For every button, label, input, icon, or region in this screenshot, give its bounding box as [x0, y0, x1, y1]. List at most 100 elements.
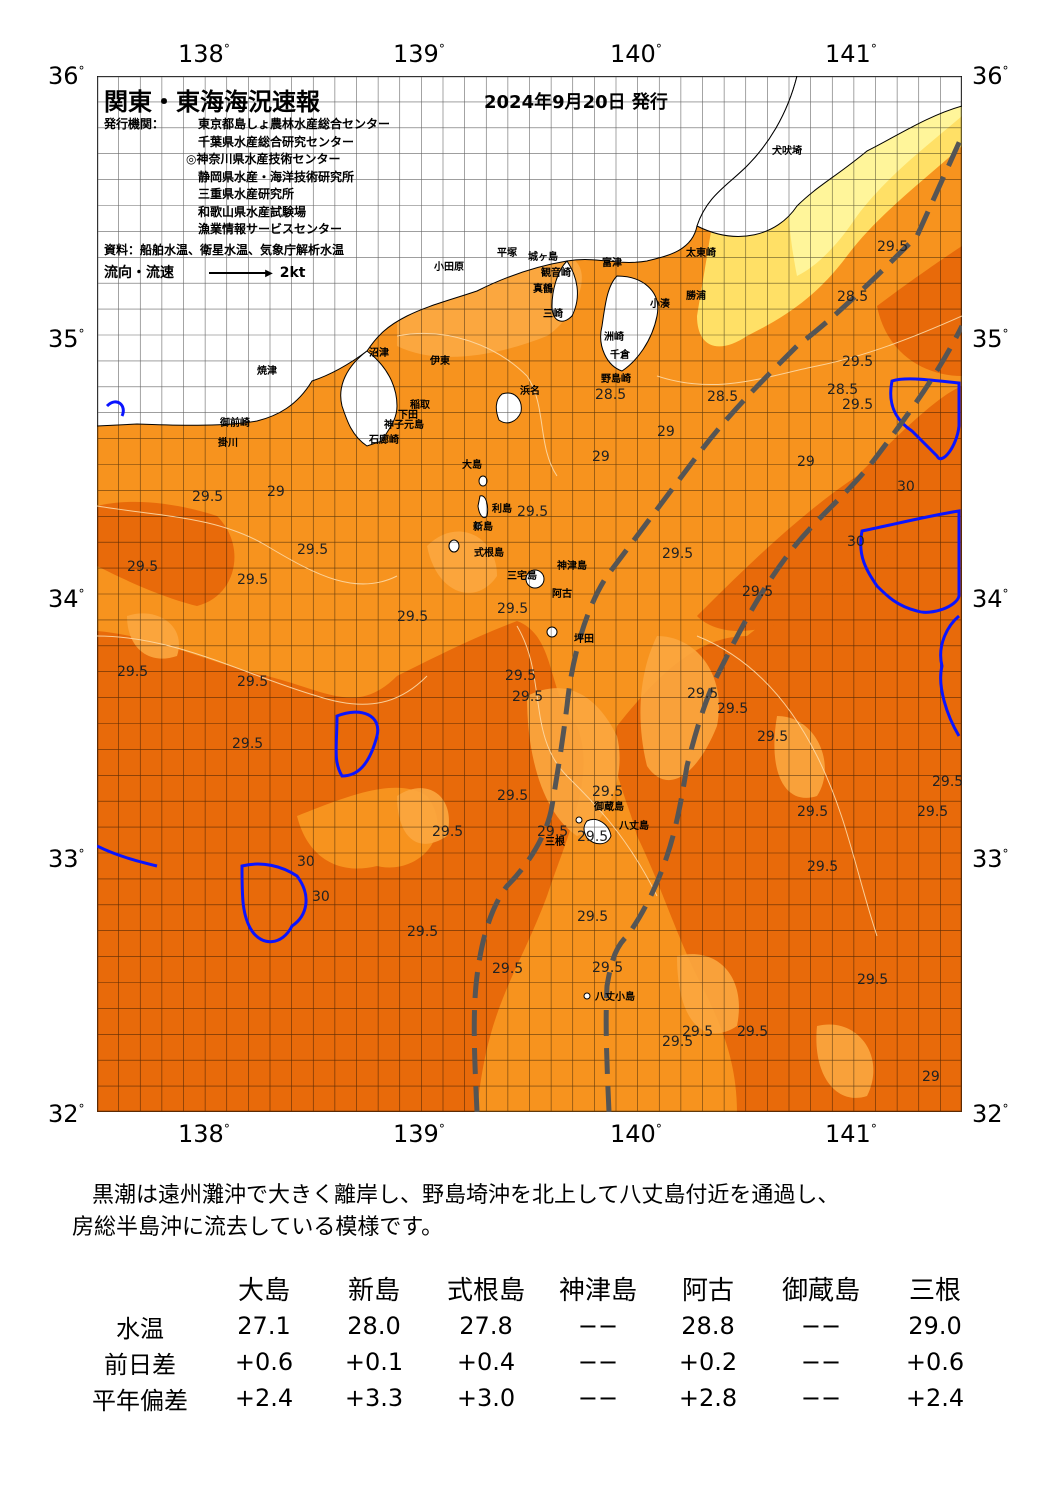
- table-cell: +0.2: [678, 1348, 738, 1376]
- lat-label-right-32: 32°: [972, 1100, 1009, 1128]
- station-header: 三根: [908, 1275, 961, 1306]
- contour-label: 29: [797, 454, 815, 470]
- place-hiratsuka: 平塚: [497, 248, 517, 259]
- place-inatori: 稲取: [410, 400, 430, 411]
- island-shikinejima: [474, 522, 482, 530]
- issuer-1: 東京都島しょ農林水産総合センター: [198, 117, 391, 131]
- flow-legend-label: 流向・流速: [104, 265, 174, 281]
- table-cell: +0.4: [456, 1348, 516, 1376]
- row-label: 平年偏差: [92, 1386, 188, 1415]
- contour-label: 29.5: [397, 609, 428, 625]
- table-cell: −−: [577, 1312, 619, 1340]
- table-row: 水温 27.1 28.0 27.8 −− 28.8 −− 29.0: [70, 1308, 990, 1344]
- lat-label-right-34: 34°: [972, 585, 1009, 613]
- contour-label: 29.5: [512, 689, 543, 705]
- contour-label: 29.5: [662, 1034, 693, 1050]
- issue-date: 2024年9月20日 発行: [484, 92, 668, 113]
- place-futtsu: 富津: [602, 258, 622, 269]
- issuer-4: 静岡県水産・海洋技術研究所: [198, 169, 355, 184]
- place-kakegawa: 掛川: [218, 438, 238, 449]
- lon-label-top-138: 138°: [178, 40, 230, 68]
- contour-label: 29: [592, 449, 610, 465]
- lat-label-right-36: 36°: [972, 62, 1009, 90]
- table-cell: +3.0: [456, 1384, 516, 1412]
- lat-label-left-36: 36°: [48, 62, 85, 90]
- contour-label: 29.5: [842, 397, 873, 413]
- station-header: 新島: [347, 1275, 400, 1306]
- place-hamana: 浜名: [520, 386, 540, 397]
- issuer-3: ◎神奈川県水産技術センター: [186, 152, 341, 166]
- graticule: [97, 76, 962, 1112]
- contour-label: 29.5: [297, 542, 328, 558]
- lon-label-top-141: 141°: [825, 40, 877, 68]
- table-cell: −−: [577, 1384, 619, 1412]
- place-hachijokojima: 八丈小島: [595, 992, 635, 1003]
- kuroshio-axis-outer: [603, 324, 962, 1112]
- contour-label: 29.5: [742, 584, 773, 600]
- island-miyakejima: [525, 569, 545, 589]
- summary-line-2: 房総半島沖に流去している模様です。: [72, 1215, 444, 1240]
- contour-label: 28.5: [837, 289, 868, 305]
- land-boso-south: [600, 275, 659, 372]
- observation-table: 大島 新島 式根島 神津島 阿古 御蔵島 三根 水温 27.1 28.0 27.…: [70, 1268, 990, 1416]
- table-cell: +2.8: [678, 1384, 738, 1412]
- contour-label: 29.5: [505, 668, 536, 684]
- place-hachijojima: 八丈島: [619, 821, 649, 832]
- table-cell: +0.6: [905, 1348, 965, 1376]
- warm-water-zones: [97, 246, 962, 1112]
- flow-legend-scale: 2kt: [279, 265, 306, 281]
- contour-label: 28.5: [707, 389, 738, 405]
- island-oshima: [495, 392, 522, 424]
- lat-label-left-34: 34°: [48, 585, 85, 613]
- table-cell: +2.4: [905, 1384, 965, 1412]
- place-manazuru: 真鶴: [533, 284, 553, 295]
- place-kominato: 小湊: [650, 299, 670, 310]
- lat-label-left-33: 33°: [48, 845, 85, 873]
- isotherm-30-contours: [97, 377, 961, 944]
- contour-label: 29.5: [592, 960, 623, 976]
- contour-label: 30: [897, 479, 915, 495]
- table-cell: +3.3: [344, 1384, 404, 1412]
- contour-label: 30: [297, 854, 315, 870]
- issuer-6: 和歌山県水産試験場: [198, 204, 307, 219]
- contour-label: 29.5: [737, 1024, 768, 1040]
- land-izu-peninsula: [340, 350, 398, 447]
- map-title: 関東・東海海況速報: [104, 88, 320, 116]
- place-niijima: 新島: [473, 522, 493, 533]
- contour-label: 29.5: [757, 729, 788, 745]
- island-kozushima: [448, 539, 460, 553]
- place-ito: 伊東: [430, 356, 450, 367]
- land-miura: [551, 260, 578, 322]
- place-ako: 阿古: [552, 589, 572, 600]
- kuroshio-axis: [471, 134, 962, 1112]
- station-header: 御蔵島: [781, 1275, 860, 1306]
- place-yaizu: 焼津: [257, 366, 277, 377]
- flow-legend: 流向・流速 ▶ 2kt: [104, 262, 306, 282]
- row-label: 水温: [116, 1314, 164, 1343]
- contour-label: 29: [657, 424, 675, 440]
- summary-line-1: 黒潮は遠州灘沖で大きく離岸し、野島埼沖を北上して八丈島付近を通過し、: [92, 1183, 840, 1208]
- table-header-row: 大島 新島 式根島 神津島 阿古 御蔵島 三根: [70, 1268, 990, 1308]
- issuer-2: 千葉県水産総合研究センター: [198, 134, 355, 149]
- contour-label: 29.5: [577, 909, 608, 925]
- table-cell: −−: [800, 1348, 842, 1376]
- contour-label: 29.5: [592, 784, 623, 800]
- contour-label: 30: [312, 889, 330, 905]
- place-chikura: 千倉: [610, 350, 630, 361]
- land-boso-peninsula: [696, 76, 962, 237]
- place-mikurajima: 御蔵島: [594, 802, 624, 813]
- place-katsuura: 勝浦: [686, 291, 706, 302]
- contour-label: 29.5: [517, 504, 548, 520]
- place-nojimazaki: 野島崎: [601, 374, 631, 385]
- contour-label: 29.5: [577, 829, 608, 845]
- contour-label: 30: [847, 534, 865, 550]
- place-miyakejima: 三宅島: [507, 571, 537, 582]
- flow-arrow-icon: ▶: [208, 268, 273, 279]
- lat-label-right-35: 35°: [972, 325, 1009, 353]
- issuer-5: 三重県水産研究所: [198, 187, 295, 201]
- station-header: 式根島: [446, 1275, 525, 1306]
- lat-label-left-35: 35°: [48, 325, 85, 353]
- table-row: 前日差 +0.6 +0.1 +0.4 −− +0.2 −− +0.6: [70, 1344, 990, 1380]
- table-cell: 28.0: [347, 1312, 401, 1340]
- contour-label: 29.5: [432, 824, 463, 840]
